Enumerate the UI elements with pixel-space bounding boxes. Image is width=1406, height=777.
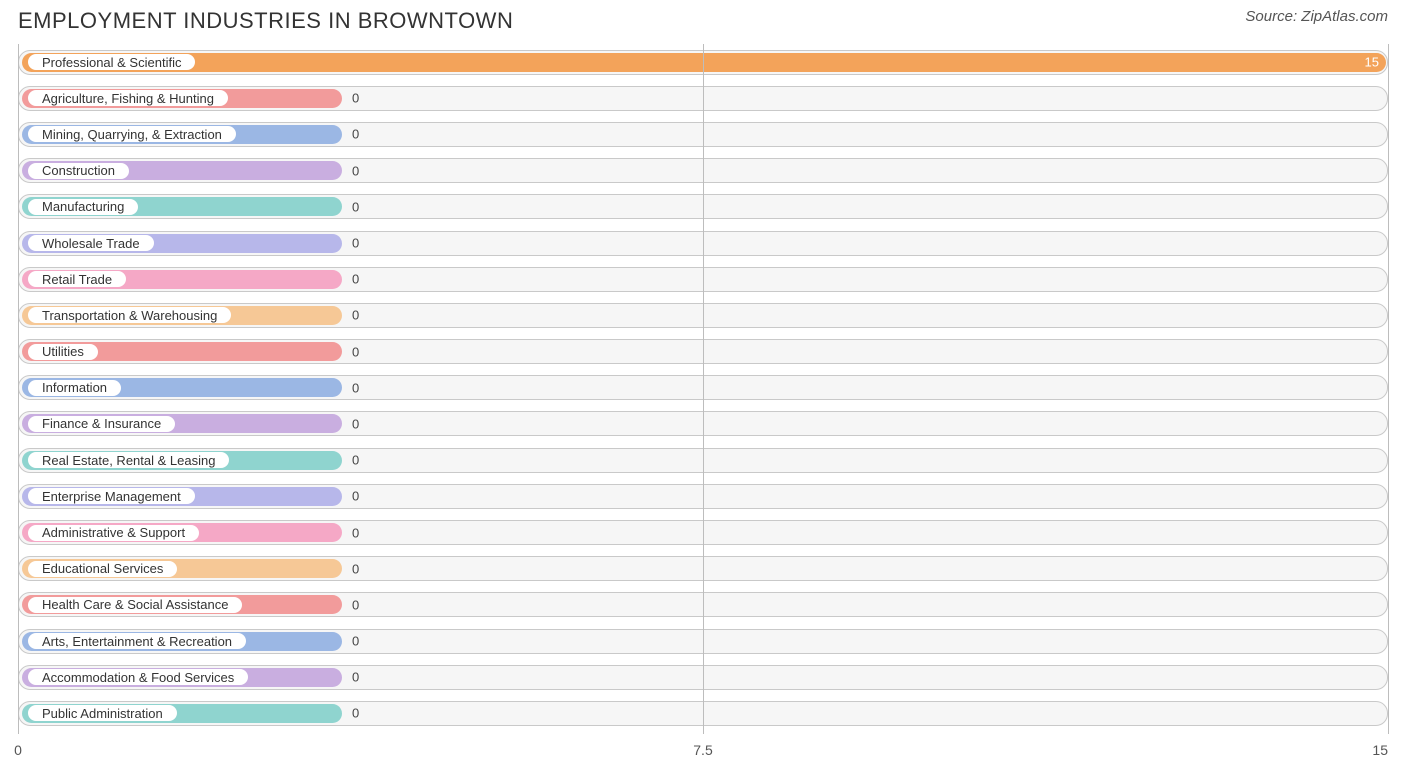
bar-label-pill: Information: [27, 379, 122, 397]
bar-value-label: 0: [352, 706, 359, 721]
bar-value-label: 0: [352, 344, 359, 359]
bar-label-pill: Real Estate, Rental & Leasing: [27, 451, 230, 469]
bar-value-label: 0: [352, 199, 359, 214]
bar-label-pill: Arts, Entertainment & Recreation: [27, 632, 247, 650]
bar-label-pill: Public Administration: [27, 704, 178, 722]
chart-title: EMPLOYMENT INDUSTRIES IN BROWNTOWN: [18, 8, 513, 34]
x-axis-tick: 0: [14, 742, 22, 758]
x-axis: 07.515: [18, 742, 1388, 766]
bar-value-label: 0: [352, 236, 359, 251]
bar-label-pill: Administrative & Support: [27, 524, 200, 542]
source-name: ZipAtlas.com: [1301, 8, 1388, 25]
bar-value-label: 0: [352, 670, 359, 685]
bar-value-label: 0: [352, 380, 359, 395]
bar-value-label: 0: [352, 127, 359, 142]
bar-label-pill: Educational Services: [27, 560, 178, 578]
x-axis-tick: 15: [1372, 742, 1388, 758]
gridline: [18, 44, 19, 734]
bar-label-pill: Accommodation & Food Services: [27, 668, 249, 686]
bar-value-label: 15: [1365, 55, 1379, 70]
bar-label-pill: Health Care & Social Assistance: [27, 596, 243, 614]
bar-value-label: 0: [352, 489, 359, 504]
gridline: [1388, 44, 1389, 734]
bar-label-pill: Transportation & Warehousing: [27, 306, 232, 324]
bar-value-label: 0: [352, 163, 359, 178]
bar-label-pill: Professional & Scientific: [27, 53, 196, 71]
bar-label-pill: Retail Trade: [27, 270, 127, 288]
bar-value-label: 0: [352, 453, 359, 468]
source-attribution: Source: ZipAtlas.com: [1245, 8, 1388, 25]
bar-value-label: 0: [352, 634, 359, 649]
bar-value-label: 0: [352, 597, 359, 612]
bar-value-label: 0: [352, 525, 359, 540]
bar-value-label: 0: [352, 272, 359, 287]
gridline: [703, 44, 704, 734]
bar-label-pill: Agriculture, Fishing & Hunting: [27, 89, 229, 107]
bar-label-pill: Utilities: [27, 343, 99, 361]
header: EMPLOYMENT INDUSTRIES IN BROWNTOWN Sourc…: [0, 0, 1406, 38]
bar-label-pill: Construction: [27, 162, 130, 180]
bar-label-pill: Finance & Insurance: [27, 415, 176, 433]
chart-area: Professional & Scientific 15 Agriculture, …: [18, 44, 1388, 734]
bar-label-pill: Wholesale Trade: [27, 234, 155, 252]
bar-label-pill: Mining, Quarrying, & Extraction: [27, 125, 237, 143]
x-axis-tick: 7.5: [693, 742, 712, 758]
bar-value-label: 0: [352, 561, 359, 576]
bar-fill: [22, 53, 1386, 72]
bar-value-label: 0: [352, 308, 359, 323]
bar-label-pill: Manufacturing: [27, 198, 139, 216]
source-prefix: Source:: [1245, 8, 1301, 25]
bar-value-label: 0: [352, 416, 359, 431]
bar-label-pill: Enterprise Management: [27, 487, 196, 505]
bar-value-label: 0: [352, 91, 359, 106]
